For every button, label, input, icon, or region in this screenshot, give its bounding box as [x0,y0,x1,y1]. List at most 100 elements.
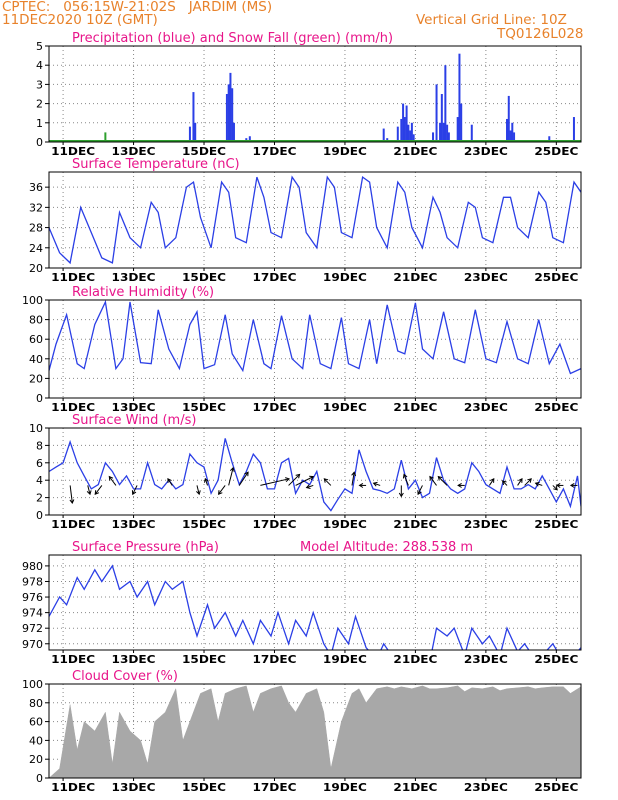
wind-arrow-20 [403,474,409,486]
precip-ytick-label-0: 0 [36,136,43,149]
cloud-xtick-label-2: 15DEC [182,781,226,794]
precip-bar-0-32 [446,124,449,142]
wind-arrow-26 [502,480,508,486]
precip-xtick-label-2: 15DEC [182,145,226,158]
wind-arrow-25 [488,478,495,486]
humidity-xtick-label-4: 19DEC [323,401,367,414]
humidity-xtick-label-6: 23DEC [464,401,508,414]
cloud-xtick-label-0: 11DEC [51,781,95,794]
wind-xtick-label-6: 23DEC [464,518,508,531]
pressure-xtick-label-0: 11DEC [51,653,95,666]
precip-bar-0-12 [248,136,251,142]
precip-bar-0-7 [227,84,230,142]
wind-arrow-16 [351,472,355,486]
pressure-xtick-label-3: 17DEC [252,653,296,666]
pressure-xtick-label-7: 25DEC [534,653,578,666]
humidity-ytick-label-3: 60 [29,333,43,346]
pressure-xtick-label-5: 21DEC [393,653,437,666]
wind-ytick-label-4: 8 [36,439,43,452]
humidity-ytick-label-4: 80 [29,314,43,327]
temp-ytick-label-4: 36 [29,181,43,194]
temp-series-line [49,175,581,265]
wind-frame [48,427,582,516]
temp-ytick-label-0: 20 [29,262,43,275]
wind-arrow-head-16 [351,471,357,477]
wind-arrow-8 [218,485,226,495]
wind-arrow-head-4 [131,490,137,496]
cloud-area [49,685,581,778]
precip-bar-0-24 [410,122,413,142]
wind-ytick-label-2: 4 [36,474,43,487]
cloud-ytick-label-0: 0 [36,772,43,785]
precip-bar-0-44 [572,117,575,142]
wind-series-line [49,438,581,512]
precip-bar-1-0 [104,132,107,142]
pressure-ytick-label-2: 974 [22,607,43,620]
precip-title: Precipitation (blue) and Snow Fall (gree… [72,31,393,46]
cloud-xtick-label-3: 17DEC [252,781,296,794]
temp-title: Surface Temperature (nC) [72,157,240,172]
cloud-xtick-label-6: 23DEC [464,781,508,794]
humidity-xtick-label-5: 21DEC [393,401,437,414]
cloud-plot-area [49,685,581,778]
wind-arrow-22 [429,476,437,486]
wind-arrow-head-31 [555,482,561,488]
precip-panel: 0 1 2 3 4 5 11DEC 13DEC 15DEC 17DEC 19DEC 21DEC 23DE… [36,31,582,158]
wind-arrow-head-1 [86,490,92,496]
wind-title: Surface Wind (m/s) [72,413,196,428]
precip-bar-0-43 [548,136,551,142]
pressure-plot-area [49,564,581,650]
precip-bar-0-19 [402,103,405,142]
precip-ytick-label-4: 4 [36,59,43,72]
vertical-grid-note: Vertical Grid Line: 10Z [416,12,567,28]
precip-xtick-label-1: 13DEC [112,145,156,158]
wind-arrow-head-29 [534,481,540,487]
wind-arrow-10 [238,471,249,486]
humidity-xtick-label-1: 13DEC [112,401,156,414]
precip-bar-0-31 [444,65,447,142]
temp-xtick-label-3: 17DEC [252,271,296,284]
temp-xtick-label-2: 15DEC [182,271,226,284]
run-datetime: 11DEC2020 10Z (GMT) [2,12,158,28]
precip-bar-0-20 [403,117,406,142]
cloud-ytick-label-1: 20 [29,753,43,766]
precip-bar-0-6 [225,94,228,142]
precip-xtick-label-5: 21DEC [393,145,437,158]
wind-arrow-29 [535,482,543,486]
cloud-xtick-label-4: 19DEC [323,781,367,794]
wind-arrow-head-5 [167,477,172,483]
precip-bar-0-29 [440,94,443,142]
wind-arrow-21 [417,485,423,495]
wind-arrow-head-25 [489,477,495,483]
pressure-xtick-label-4: 19DEC [323,653,367,666]
wind-ytick-label-3: 6 [36,457,43,470]
wind-arrow-head-32 [569,482,575,488]
humidity-xtick-label-2: 15DEC [182,401,226,414]
cloud-frame [48,683,582,779]
precip-bar-0-10 [232,122,235,142]
wind-arrow-head-9 [229,466,235,472]
precip-xtick-label-3: 17DEC [252,145,296,158]
humidity-xtick-label-3: 17DEC [252,401,296,414]
wind-arrow-head-10 [244,471,249,477]
precip-plot-area [49,53,581,142]
wind-arrow-head-14 [305,484,311,489]
precip-xtick-label-7: 25DEC [534,145,578,158]
wind-arrow-head-23 [437,475,443,481]
wind-arrow-1 [87,485,91,495]
cloud-xtick-label-1: 13DEC [112,781,156,794]
temp-panel: 20 24 28 32 36 11DEC 13DEC 15DEC 17DEC 19DEC 21DEC… [29,157,582,284]
humidity-ytick-label-5: 100 [22,294,43,307]
wind-arrow-2 [94,485,103,495]
precip-bar-0-25 [412,134,415,142]
precip-bar-0-4 [192,92,195,142]
precip-bar-0-40 [509,130,512,142]
precip-ytick-label-1: 1 [36,117,43,130]
wind-arrow-30 [552,485,558,491]
humidity-panel: 0 20 40 60 80 100 11DEC 13DEC 15DEC 17DEC 19DEC 21D… [22,285,582,414]
temp-ytick-label-3: 32 [29,201,43,214]
cloud-panel: 0 20 40 60 80 100 11DEC 13DEC 15DEC 17DEC 19DEC 21D… [22,669,582,794]
precip-bar-0-30 [442,122,445,142]
humidity-xtick-label-0: 11DEC [51,401,95,414]
